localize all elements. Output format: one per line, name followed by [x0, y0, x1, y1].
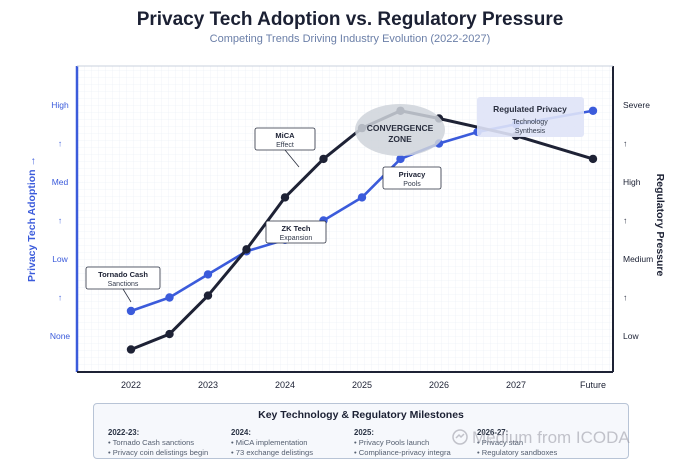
right-tick-label: Medium — [623, 254, 653, 264]
annotation-leader — [284, 149, 300, 168]
x-tick-label: 2025 — [352, 380, 372, 390]
medium-logo-icon — [452, 429, 468, 445]
data-point — [165, 329, 174, 339]
milestone-column: 2024: • MiCA implementation • 73 exchang… — [231, 428, 356, 457]
regulated-privacy-title: Regulated Privacy — [493, 104, 567, 114]
zk-tech-annotation-text: Expansion — [280, 235, 313, 242]
tornado-cash-annotation-text: Sanctions — [108, 281, 139, 288]
milestone-item: • MiCA implementation — [231, 438, 308, 448]
x-tick-label: 2027 — [506, 380, 526, 390]
right-axis-label: Regulatory Pressure — [654, 174, 666, 277]
privacy-pools-annotation-title: Privacy — [399, 170, 427, 179]
data-point — [319, 154, 328, 164]
milestone-column: 2026-27: • Privacy stan • Regulatory san… — [477, 428, 602, 457]
zk-tech-annotation-box — [265, 220, 327, 244]
convergence-zone — [355, 104, 445, 156]
milestone-item: • Regulatory sandboxes — [477, 447, 558, 457]
convergence-title: CONVERGENCE — [367, 123, 434, 133]
tornado-cash-annotation-title: Tornado Cash — [98, 270, 148, 279]
left-tick-label: ↑ — [58, 139, 62, 149]
privacy-pools-annotation-box — [382, 166, 442, 190]
milestones-panel: Key Technology & Regulatory Milestones 2… — [93, 403, 629, 459]
data-point — [242, 245, 251, 254]
x-tick-label: 2026 — [429, 380, 449, 390]
privacy-pools-annotation-text: Pools — [403, 181, 421, 188]
data-point — [203, 270, 213, 279]
line-chart: 2022 2023 2024 2025 2026 2027 Future None ↑ Low ↑ M… — [26, 65, 666, 390]
data-point — [588, 106, 598, 115]
mica-annotation-title: MiCA — [275, 131, 295, 140]
left-tick-label: Med — [52, 177, 69, 187]
chart-subtitle: Competing Trends Driving Industry Evolut… — [209, 33, 491, 45]
right-tick-label: ↑ — [623, 139, 627, 149]
milestone-period: 2022-23: — [108, 428, 140, 437]
tornado-cash-annotation-box — [85, 266, 161, 290]
x-tick-label: Future — [580, 380, 606, 390]
milestone-item: • Privacy Pools launch — [354, 438, 430, 448]
data-point — [280, 193, 290, 202]
left-tick-label: ↑ — [58, 216, 62, 226]
data-point — [126, 306, 136, 316]
annotation-leader — [122, 288, 132, 303]
x-tick-label: 2022 — [121, 380, 141, 390]
milestone-column: 2025: • Privacy Pools launch • Complianc… — [354, 428, 479, 457]
left-tick-label: ↑ — [58, 293, 62, 303]
milestone-item: • Compliance-privacy integra — [354, 447, 451, 457]
convergence-text: ZONE — [388, 134, 412, 144]
regulated-privacy-box — [477, 97, 584, 137]
right-tick-label: High — [623, 177, 641, 187]
watermark-text: Medium from ICODA — [472, 428, 630, 447]
mica-annotation-box — [254, 127, 316, 151]
right-tick-label: Severe — [623, 100, 650, 110]
milestone-item: • Tornado Cash sanctions — [108, 438, 195, 448]
milestone-item: • Privacy stan — [477, 438, 524, 448]
chart-title: Privacy Tech Adoption vs. Regulatory Pre… — [136, 9, 564, 30]
data-point — [203, 291, 213, 300]
data-point — [357, 193, 367, 202]
left-tick-label: High — [51, 100, 69, 110]
milestone-item: • 73 exchange delistings — [231, 447, 314, 457]
data-point — [588, 154, 598, 164]
left-tick-label: None — [50, 331, 71, 341]
zk-tech-annotation-title: ZK Tech — [281, 224, 310, 233]
milestone-period: 2025: — [354, 428, 374, 437]
regulated-privacy-text2: Synthesis — [515, 128, 546, 135]
milestone-item: • Privacy coin delistings begin — [108, 447, 209, 457]
data-point — [165, 293, 174, 302]
data-point — [126, 345, 136, 354]
left-axis-label: Privacy Tech Adoption → — [26, 156, 38, 282]
mica-annotation-text: Effect — [276, 142, 294, 149]
watermark: Medium from ICODA — [452, 428, 630, 448]
right-tick-label: ↑ — [623, 293, 627, 303]
left-tick-label: Low — [52, 254, 68, 264]
x-tick-label: 2024 — [275, 380, 295, 390]
data-point — [396, 154, 405, 164]
milestones-title: Key Technology & Regulatory Milestones — [258, 409, 464, 421]
right-tick-label: Low — [623, 331, 639, 341]
x-tick-label: 2023 — [198, 380, 218, 390]
milestone-column: 2022-23: • Tornado Cash sanctions • Priv… — [108, 428, 233, 457]
milestone-period: 2024: — [231, 428, 251, 437]
regulated-privacy-text: Technology — [512, 119, 548, 126]
milestone-period: 2026-27: — [477, 428, 509, 437]
right-tick-label: ↑ — [623, 216, 627, 226]
